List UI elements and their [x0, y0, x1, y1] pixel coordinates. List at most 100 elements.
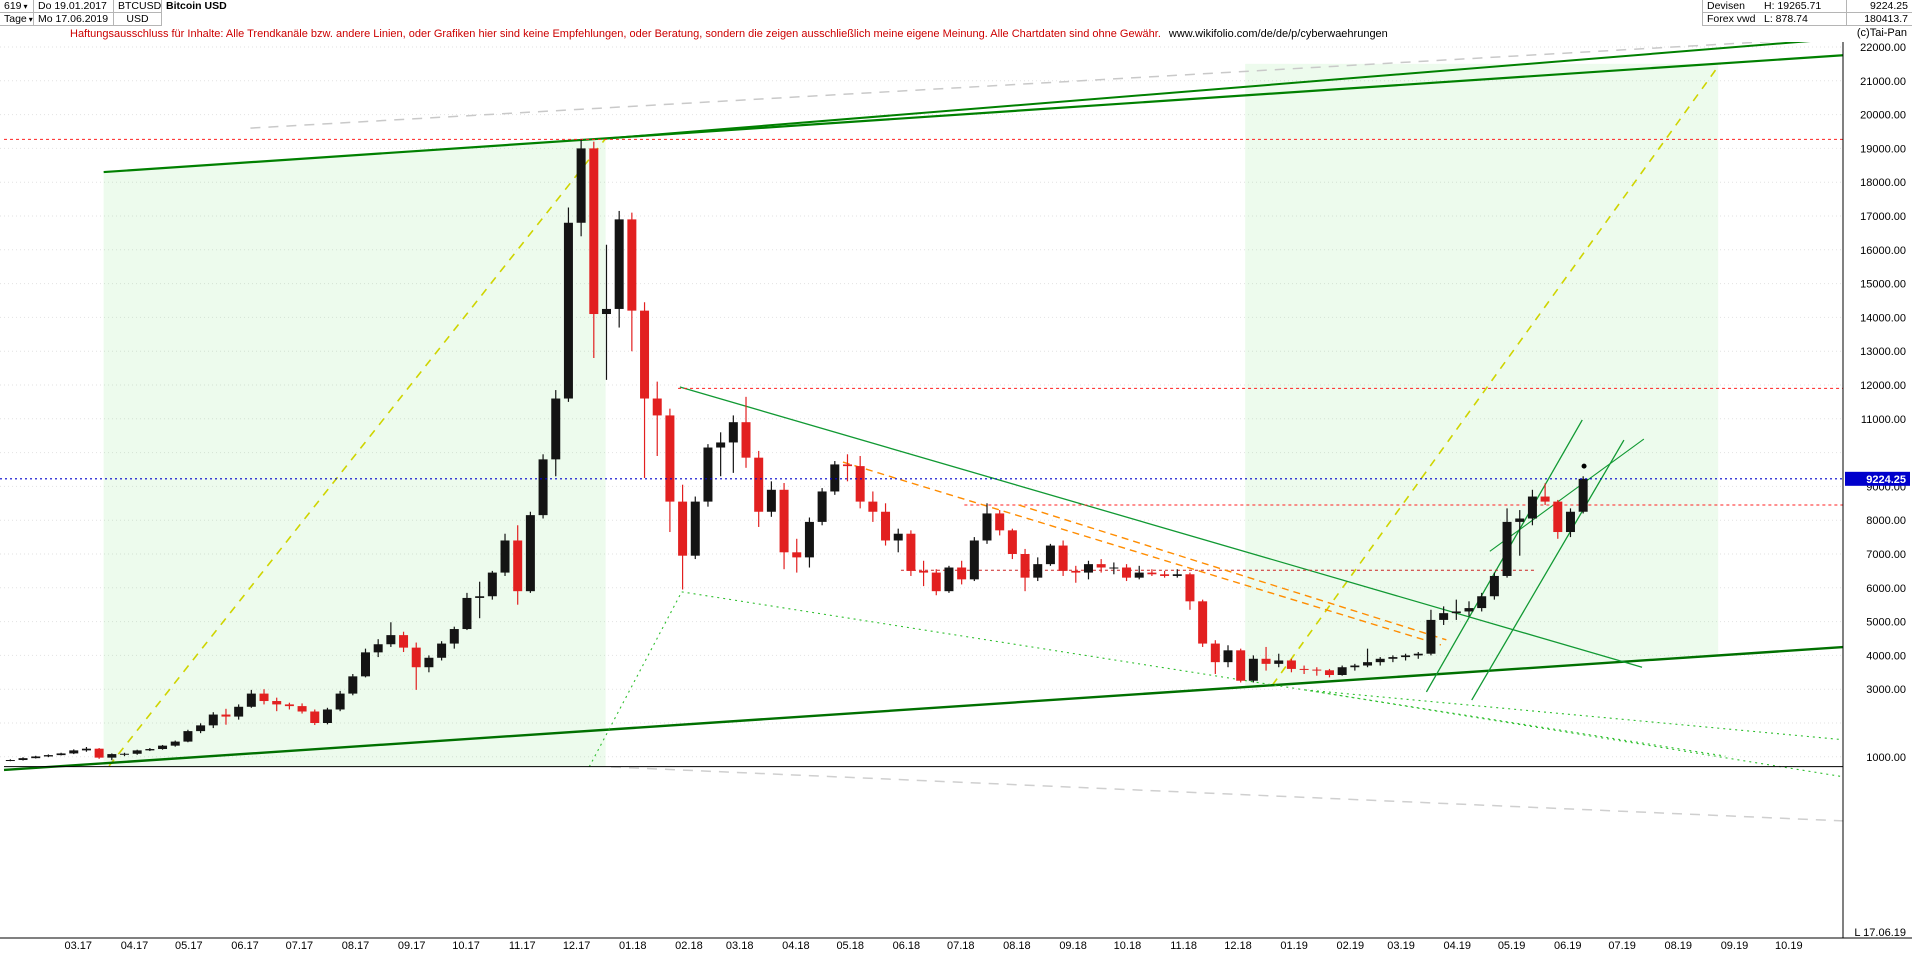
candle[interactable] [830, 461, 840, 495]
candle[interactable] [170, 740, 180, 747]
candle[interactable] [1439, 606, 1449, 625]
candle[interactable] [272, 697, 282, 712]
candle[interactable] [881, 503, 891, 546]
candle[interactable] [69, 749, 79, 755]
candle[interactable] [196, 723, 206, 734]
candle[interactable] [132, 749, 142, 755]
candle[interactable] [43, 754, 53, 758]
candle[interactable] [462, 592, 472, 631]
chart-area[interactable]: 22000.00 21000.00 20000.00 19000.00 18000.00… [0, 42, 1912, 952]
support-long-term[interactable] [3, 645, 1845, 772]
trend-channel-shade-right[interactable] [1245, 63, 1719, 688]
candle[interactable] [107, 753, 117, 761]
resistance-upper[interactable] [103, 54, 1845, 174]
candle[interactable] [1096, 559, 1106, 573]
candle[interactable] [1172, 569, 1182, 578]
candle[interactable] [563, 207, 573, 402]
candle[interactable] [1134, 565, 1144, 580]
candle[interactable] [1020, 548, 1030, 592]
candle[interactable] [665, 408, 675, 533]
green-steep-channel-2[interactable] [1471, 439, 1625, 701]
orange-descending-2[interactable] [1018, 504, 1447, 641]
candle[interactable] [627, 212, 637, 352]
candle[interactable] [373, 639, 383, 658]
green-dotted-fan-1[interactable] [1304, 689, 1845, 741]
gray-diagonal-bottom[interactable] [610, 766, 1845, 822]
candle[interactable] [1401, 653, 1411, 661]
candle[interactable] [741, 396, 751, 468]
candle[interactable] [1223, 645, 1233, 668]
candle[interactable] [284, 702, 294, 710]
candle[interactable] [335, 690, 345, 712]
candle[interactable] [1299, 665, 1309, 674]
candle[interactable] [1553, 499, 1563, 539]
candle[interactable] [1236, 648, 1246, 683]
period-dropdown[interactable]: Tage ▾ [0, 13, 34, 26]
candle[interactable] [1363, 648, 1373, 668]
candle[interactable] [348, 673, 358, 696]
candle[interactable] [1527, 489, 1537, 526]
candle[interactable] [855, 455, 865, 509]
candle[interactable] [1337, 665, 1347, 676]
candle[interactable] [995, 510, 1005, 536]
candle[interactable] [513, 525, 523, 605]
candle[interactable] [525, 511, 535, 593]
candle[interactable] [18, 757, 28, 761]
candle[interactable] [259, 689, 269, 705]
candle[interactable] [297, 703, 307, 714]
candle[interactable] [766, 481, 776, 517]
candle[interactable] [842, 454, 852, 482]
candle[interactable] [158, 744, 168, 750]
candle[interactable] [1451, 599, 1461, 620]
candle[interactable] [56, 752, 66, 756]
candle[interactable] [614, 210, 624, 328]
candle[interactable] [690, 496, 700, 560]
candle[interactable] [678, 484, 688, 590]
candle[interactable] [1274, 653, 1284, 668]
candle[interactable] [754, 450, 764, 527]
disclaimer-url[interactable]: www.wikifolio.com/de/de/p/cyberwaehrunge… [1168, 28, 1388, 40]
candle[interactable] [1147, 569, 1157, 576]
candle[interactable] [94, 748, 104, 759]
candle[interactable] [957, 560, 967, 585]
candle[interactable] [893, 528, 903, 553]
candle[interactable] [1160, 570, 1170, 578]
candle[interactable] [728, 415, 738, 473]
candle[interactable] [424, 655, 434, 673]
candle[interactable] [246, 689, 256, 708]
price-chart[interactable]: 22000.00 21000.00 20000.00 19000.00 18000.00… [0, 42, 1912, 952]
orange-descending-1[interactable] [842, 461, 1442, 646]
candle[interactable] [982, 503, 992, 544]
candle[interactable] [1007, 528, 1017, 560]
candle[interactable] [538, 454, 548, 519]
candle[interactable] [322, 707, 332, 725]
candle[interactable] [792, 538, 802, 573]
candle[interactable] [221, 708, 231, 725]
candle[interactable] [81, 746, 91, 752]
candle[interactable] [475, 581, 485, 619]
candle[interactable] [1312, 667, 1322, 676]
candle[interactable] [183, 729, 193, 743]
yellow-diagonal-left[interactable] [108, 138, 607, 767]
candle[interactable] [500, 533, 510, 576]
candle[interactable] [437, 641, 447, 661]
candle[interactable] [716, 432, 726, 477]
candle[interactable] [1426, 609, 1436, 656]
candle[interactable] [449, 626, 459, 649]
candle[interactable] [1578, 476, 1588, 514]
candle[interactable] [1122, 564, 1132, 582]
candle[interactable] [1324, 668, 1334, 678]
candle[interactable] [868, 491, 878, 522]
candle[interactable] [906, 530, 916, 576]
candle[interactable] [208, 712, 218, 729]
candle[interactable] [234, 704, 244, 720]
candle[interactable] [1540, 483, 1550, 505]
candle[interactable] [1109, 562, 1119, 575]
green-descending-long[interactable] [679, 386, 1643, 668]
gray-diagonal-top[interactable] [250, 42, 1845, 129]
candle[interactable] [652, 381, 662, 456]
candle[interactable] [576, 139, 586, 237]
chart-number-dropdown[interactable]: 619 ▾ [0, 0, 34, 13]
candle[interactable] [360, 648, 370, 678]
candle[interactable] [1058, 540, 1068, 576]
